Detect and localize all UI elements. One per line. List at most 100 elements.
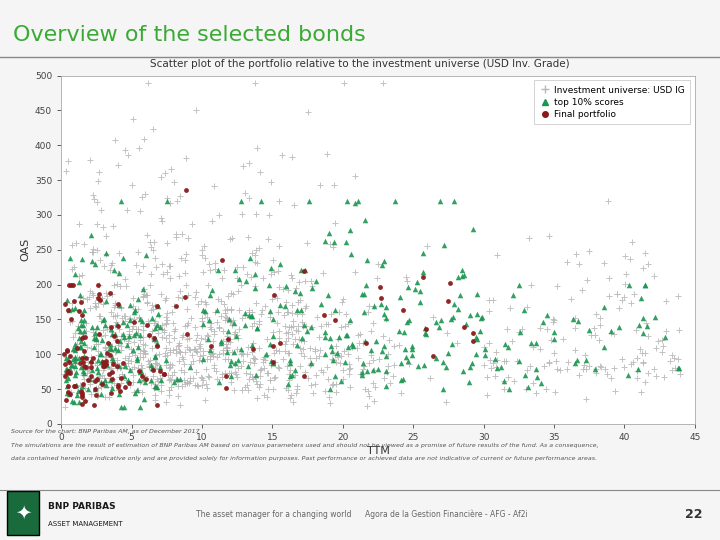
Point — [58, 349, 70, 358]
Point — [176, 293, 188, 302]
Point — [104, 393, 115, 401]
Point — [107, 312, 118, 321]
Point — [471, 334, 482, 343]
Point — [305, 354, 316, 363]
Point — [251, 377, 262, 386]
Point — [506, 336, 518, 345]
Point — [115, 346, 127, 355]
Point — [78, 333, 90, 341]
Point — [152, 320, 163, 329]
Point — [131, 324, 143, 333]
Point — [136, 388, 148, 396]
Point — [485, 364, 497, 373]
Point — [163, 391, 175, 400]
Point — [515, 328, 526, 336]
Point — [69, 382, 81, 390]
Point — [83, 375, 94, 384]
Point — [358, 359, 369, 367]
Point — [74, 359, 86, 367]
Point — [248, 339, 259, 347]
Point — [261, 350, 273, 359]
Point — [66, 316, 77, 325]
Point — [282, 349, 294, 357]
Point — [150, 262, 162, 271]
Point — [97, 325, 109, 334]
Point — [191, 331, 202, 340]
Point — [541, 310, 553, 319]
Point — [98, 361, 109, 370]
Point — [101, 292, 112, 300]
Point — [269, 357, 281, 366]
Point — [375, 300, 387, 308]
Point — [87, 245, 99, 253]
Point — [240, 369, 251, 378]
Point — [397, 306, 409, 314]
Point — [208, 182, 220, 191]
Point — [112, 341, 123, 349]
Point — [181, 281, 192, 289]
Point — [224, 338, 235, 347]
Point — [243, 307, 255, 316]
Point — [85, 362, 96, 371]
Point — [264, 313, 276, 322]
Point — [120, 274, 131, 283]
Point — [394, 341, 405, 350]
Point — [109, 302, 120, 311]
Point — [150, 359, 161, 368]
Point — [271, 308, 283, 316]
Point — [220, 372, 231, 380]
Point — [91, 374, 102, 383]
Point — [277, 355, 289, 363]
Point — [112, 362, 123, 371]
Point — [128, 318, 140, 326]
Point — [275, 339, 287, 347]
Point — [274, 260, 286, 268]
Point — [122, 205, 133, 214]
Point — [346, 250, 357, 259]
Point — [112, 337, 123, 346]
Point — [602, 370, 613, 379]
Point — [77, 370, 89, 379]
Point — [138, 290, 150, 299]
Point — [242, 386, 253, 394]
Point — [291, 382, 302, 390]
Point — [78, 339, 89, 347]
Point — [96, 357, 107, 366]
Point — [237, 350, 248, 359]
Point — [190, 288, 202, 296]
Point — [93, 177, 104, 185]
Point — [176, 353, 187, 361]
Point — [291, 384, 302, 393]
Point — [650, 343, 662, 352]
Point — [271, 319, 282, 327]
Point — [234, 325, 246, 333]
Point — [69, 343, 81, 352]
Point — [100, 345, 112, 354]
Point — [332, 348, 343, 357]
Point — [93, 374, 104, 382]
Point — [73, 220, 85, 228]
Point — [113, 373, 125, 381]
Point — [87, 190, 99, 199]
Point — [280, 281, 292, 290]
Point — [269, 373, 281, 381]
Point — [292, 327, 304, 336]
Point — [151, 339, 163, 348]
Point — [135, 315, 146, 323]
Point — [86, 257, 97, 266]
Point — [95, 332, 107, 340]
Point — [498, 356, 510, 365]
Point — [70, 343, 81, 352]
Point — [544, 232, 555, 240]
Point — [294, 295, 305, 304]
Point — [120, 362, 131, 370]
Point — [367, 379, 379, 388]
Point — [120, 353, 131, 362]
Point — [143, 78, 154, 87]
Point — [84, 156, 96, 165]
Point — [315, 322, 327, 330]
Point — [156, 321, 167, 329]
Point — [207, 352, 219, 360]
Point — [93, 356, 104, 364]
Point — [132, 325, 144, 333]
